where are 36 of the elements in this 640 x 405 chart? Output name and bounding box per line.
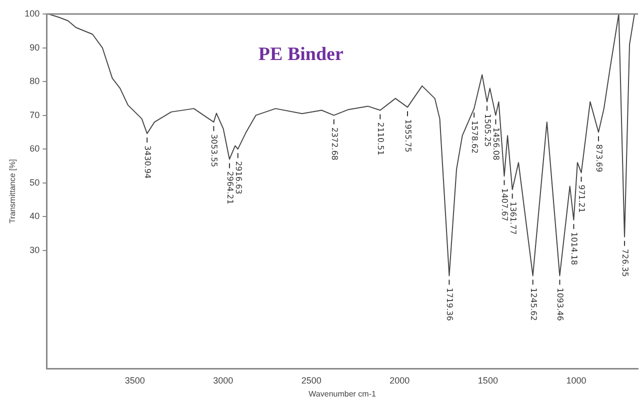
- annotation: 2916.63: [234, 161, 243, 194]
- x-tick-label: 3500: [124, 375, 145, 386]
- annotation: 726.35: [620, 248, 630, 277]
- y-tick-label: 90: [30, 42, 40, 52]
- annotation: 1361.77: [508, 202, 518, 235]
- annotation: 3430.94: [142, 146, 152, 179]
- annotation: 2964.21: [225, 171, 234, 204]
- annotation: 971.21: [577, 184, 586, 213]
- y-tick-label: 30: [30, 244, 40, 255]
- y-tick-label: 70: [30, 110, 40, 120]
- x-axis-title: Wavenumber cm-1: [308, 389, 376, 398]
- y-tick-label: 80: [30, 76, 40, 86]
- y-tick-label: 40: [30, 211, 40, 222]
- y-tick-label: 60: [30, 144, 40, 154]
- annotation: 1093.46: [556, 288, 565, 321]
- annotation: 1578.62: [470, 120, 479, 154]
- annotation: 3053.55: [210, 134, 219, 168]
- annotation: 1505.25: [482, 114, 492, 147]
- annotation: 2372.68: [330, 127, 339, 160]
- y-tick-label: 100: [24, 8, 40, 18]
- x-tick-label: 1500: [478, 375, 498, 386]
- x-tick-label: 3000: [213, 375, 234, 386]
- annotation: 873.69: [594, 144, 604, 172]
- annotation: 1955.75: [403, 119, 412, 152]
- y-axis-title: Transmittance [%]: [8, 159, 18, 224]
- annotation: 2110.51: [376, 122, 386, 156]
- annotation: 1719.36: [445, 288, 454, 321]
- x-tick-label: 2000: [390, 375, 410, 386]
- annotation: 1407.67: [500, 188, 510, 222]
- x-tick-label: 2500: [301, 375, 322, 386]
- text: PE Binder: [258, 44, 344, 65]
- annotation: 1456.08: [492, 127, 501, 160]
- y-tick-label: 50: [30, 177, 40, 188]
- x-tick-label: 1000: [566, 375, 586, 386]
- annotation: 1014.18: [570, 232, 579, 266]
- annotation: 1245.62: [528, 288, 538, 321]
